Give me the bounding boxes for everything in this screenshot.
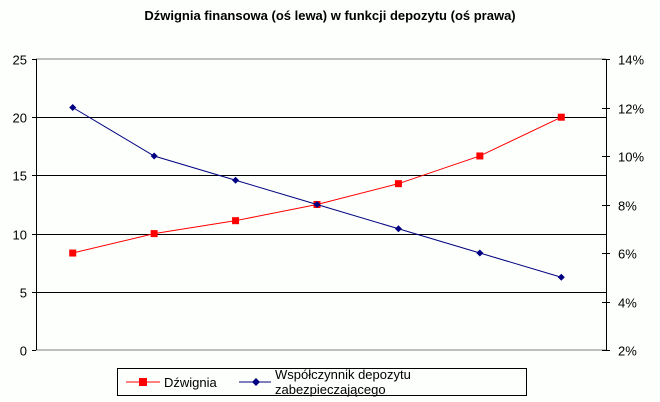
left-axis-tick-label: 0	[20, 344, 27, 359]
legend-item-deposit: Współczynnik depozytu zabezpieczającego	[238, 367, 512, 397]
left-axis-tick-label: 5	[20, 286, 27, 301]
diamond-marker-icon	[238, 378, 271, 386]
left-axis-tick-label: 20	[13, 111, 27, 126]
series-line	[72, 116, 562, 254]
square-marker-icon	[69, 249, 77, 257]
diamond-marker-icon	[313, 201, 321, 208]
right-axis-tick-label: 8%	[618, 199, 637, 214]
square-marker-icon	[126, 378, 160, 386]
diamond-marker-icon	[394, 225, 402, 233]
right-axis-tick-label: 10%	[618, 150, 644, 165]
diamond-marker-icon	[232, 176, 240, 184]
diamond-marker-icon	[557, 273, 565, 281]
legend-label-leverage: Dźwignia	[164, 374, 217, 390]
right-axis-tick-label: 14%	[618, 53, 644, 68]
right-axis-tick-label: 12%	[618, 102, 644, 117]
legend-label-deposit: Współczynnik depozytu zabezpieczającego	[274, 367, 411, 397]
right-axis-tick-label: 4%	[618, 296, 637, 311]
left-axis-tick-label: 25	[13, 53, 27, 68]
legend-item-leverage: Dźwignia	[126, 375, 217, 390]
diamond-marker-icon	[150, 152, 158, 160]
square-marker-icon	[232, 217, 240, 225]
chart-title: Dźwignia finansowa (oś lewa) w funkcji d…	[144, 8, 516, 23]
square-marker-icon	[476, 152, 484, 160]
left-axis-tick-label: 10	[13, 228, 27, 243]
left-axis-tick-label: 15	[13, 169, 27, 184]
series-line	[72, 107, 562, 278]
right-axis-tick-label: 2%	[618, 344, 637, 359]
square-marker-icon	[394, 180, 402, 188]
chart-legend: Dźwignia Współczynnik depozytu zabezpiec…	[117, 367, 527, 397]
diamond-marker-icon	[476, 249, 484, 257]
square-marker-icon	[150, 230, 158, 238]
square-marker-icon	[557, 113, 565, 121]
right-axis-tick-label: 6%	[618, 247, 637, 262]
diamond-marker-icon	[69, 104, 77, 111]
